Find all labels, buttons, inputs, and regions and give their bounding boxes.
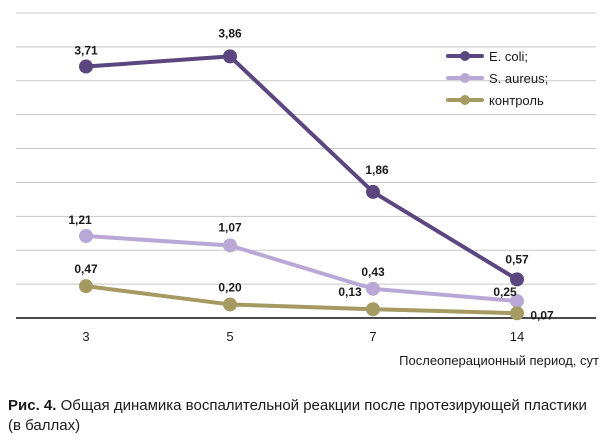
caption-text: Общая динамика воспалительной реакции по… — [8, 397, 587, 434]
data-point — [223, 297, 237, 312]
data-label: 0,25 — [493, 285, 517, 299]
legend-label: контроль — [489, 93, 544, 108]
data-label: 1,86 — [365, 163, 389, 177]
legend-label: S. aureus; — [489, 71, 548, 86]
data-point — [223, 238, 237, 253]
data-point — [223, 49, 237, 64]
legend: E. coli; S. aureus; контроль — [446, 49, 548, 108]
data-point — [366, 302, 380, 317]
data-point — [366, 281, 380, 296]
x-tick-label: 14 — [510, 329, 524, 344]
legend-marker — [460, 73, 470, 83]
x-tick-label: 3 — [82, 329, 89, 344]
data-label: 1,21 — [68, 213, 92, 227]
data-point — [79, 59, 93, 74]
series-line — [84, 284, 519, 316]
series-layer — [79, 49, 524, 321]
data-label: 0,20 — [218, 280, 242, 294]
caption-label: Рис. 4. — [8, 397, 57, 414]
series-line — [84, 233, 519, 304]
data-label: 0,57 — [505, 252, 529, 266]
data-point — [366, 184, 380, 199]
data-label: 0,13 — [338, 285, 362, 299]
data-point — [510, 306, 524, 321]
legend-label: E. coli; — [489, 49, 528, 64]
legend-marker — [460, 95, 470, 105]
data-point — [79, 279, 93, 294]
figure-caption: Рис. 4. Общая динамика воспалительной ре… — [8, 396, 600, 436]
grid-lines — [16, 12, 596, 285]
data-label: 0,47 — [74, 262, 98, 276]
data-label: 3,71 — [74, 44, 98, 58]
series-line — [84, 54, 519, 282]
legend-marker — [460, 51, 470, 61]
data-label: 0,07 — [530, 308, 554, 322]
x-tick-label: 5 — [226, 329, 233, 344]
x-tick-labels: 3 5 7 14 — [82, 329, 524, 344]
data-label: 3,86 — [218, 26, 242, 40]
data-point — [510, 272, 524, 287]
data-label: 1,07 — [218, 220, 242, 234]
x-tick-label: 7 — [369, 329, 376, 344]
data-label: 0,43 — [361, 265, 385, 279]
data-point — [510, 294, 524, 309]
data-labels: 3,71 3,86 1,86 0,57 1,21 1,07 0,43 0,25 0,47 0,20… — [68, 26, 554, 322]
line-chart: 3 5 7 14 3,71 3,86 1,86 0,57 1,21 1,07 0,43 0,25 0,… — [16, 12, 599, 368]
data-point — [79, 228, 93, 243]
x-axis-title: Послеоперационный период, сут — [399, 353, 599, 368]
